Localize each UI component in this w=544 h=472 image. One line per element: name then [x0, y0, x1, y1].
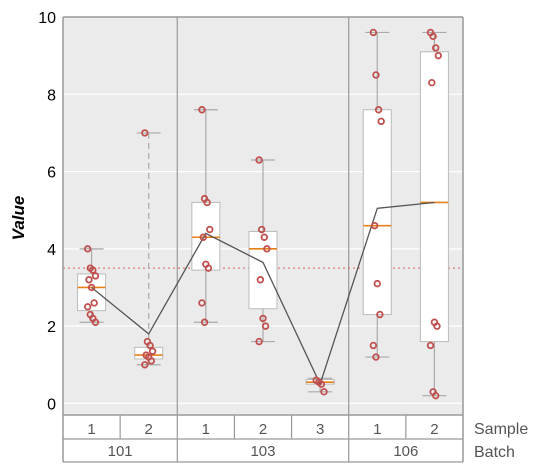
- data-point: [429, 32, 437, 41]
- sample-label: 2: [259, 421, 267, 438]
- sample-label: 1: [87, 421, 95, 438]
- box-plot-106-2: [419, 31, 449, 397]
- data-point: [141, 361, 149, 369]
- data-point: [203, 198, 211, 207]
- data-point: [320, 388, 328, 396]
- data-point: [256, 276, 265, 284]
- data-point: [433, 322, 441, 330]
- data-point: [148, 347, 157, 355]
- data-point: [146, 341, 154, 350]
- y-tick-label: 0: [47, 396, 56, 413]
- data-point: [261, 322, 270, 330]
- data-point: [90, 299, 98, 307]
- batch-label: 103: [250, 443, 275, 460]
- sample-label: 3: [316, 421, 324, 438]
- data-point: [369, 341, 378, 350]
- sample-label: 2: [430, 421, 438, 438]
- data-point: [91, 318, 100, 326]
- box: [419, 51, 449, 343]
- batch-label: 106: [393, 443, 418, 460]
- group-mean-line: [91, 201, 435, 386]
- data-point: [198, 299, 206, 307]
- data-point: [89, 266, 97, 274]
- data-point: [257, 225, 266, 234]
- data-point: [373, 279, 381, 288]
- y-tick-label: 10: [38, 10, 56, 27]
- data-point: [259, 314, 267, 323]
- data-point: [374, 106, 383, 114]
- batch-label: 101: [108, 443, 133, 460]
- data-point: [263, 245, 271, 253]
- y-tick-label: 8: [47, 87, 56, 104]
- box: [362, 109, 392, 316]
- y-axis: 0 2 4 6 8 10: [38, 10, 464, 462]
- sample-label: 1: [202, 421, 210, 438]
- data-point: [91, 272, 100, 280]
- box: [248, 230, 278, 310]
- data-point: [432, 44, 440, 52]
- mean-line: [91, 201, 435, 386]
- sample-label: 1: [373, 421, 381, 438]
- batch-row-label: Batch: [474, 444, 515, 461]
- data-point: [200, 318, 209, 326]
- data-point: [141, 129, 149, 137]
- data-point: [369, 28, 378, 37]
- data-point: [87, 283, 96, 292]
- data-point: [377, 117, 385, 126]
- data-point: [428, 78, 436, 87]
- data-point: [206, 225, 214, 234]
- y-tick-label: 6: [47, 165, 56, 182]
- data-point: [204, 264, 213, 272]
- data-point: [83, 245, 92, 253]
- batch-separators: [176, 17, 350, 462]
- data-point: [85, 276, 93, 284]
- group-label-table: 1 2 101 1 2 3 103 1 2 106 Sample Batch: [63, 414, 528, 463]
- sample-label: 2: [145, 421, 153, 438]
- data-point: [372, 353, 380, 361]
- data-point: [370, 221, 379, 230]
- data-point: [426, 341, 435, 350]
- data-point: [255, 156, 263, 164]
- data-point: [255, 337, 263, 346]
- data-point: [372, 71, 380, 79]
- y-tick-label: 2: [47, 319, 56, 336]
- data-points: [83, 28, 443, 400]
- data-point: [198, 106, 206, 114]
- y-tick-label: 4: [47, 242, 56, 259]
- data-point: [432, 391, 440, 400]
- y-axis-label: Value: [9, 196, 28, 241]
- sample-row-label: Sample: [474, 421, 528, 438]
- data-point: [147, 357, 156, 365]
- data-point: [83, 303, 92, 311]
- data-point: [317, 380, 326, 388]
- data-point: [260, 233, 268, 241]
- data-point: [376, 310, 384, 319]
- data-point: [199, 233, 207, 241]
- data-point: [434, 51, 443, 60]
